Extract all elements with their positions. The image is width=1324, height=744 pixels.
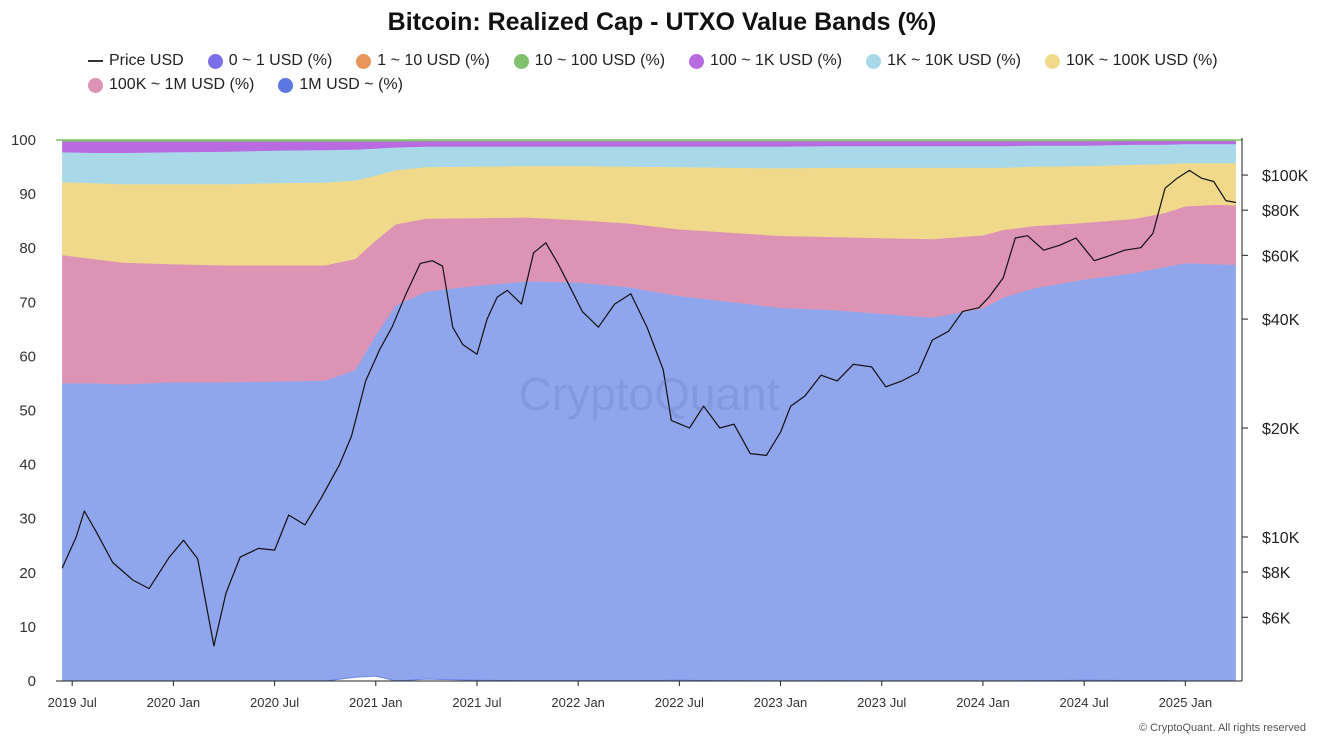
legend-item[interactable]: 100K ~ 1M USD (%) [88, 74, 254, 96]
area-band [62, 204, 1236, 385]
y-left-tick-label: 0 [28, 673, 36, 690]
x-tick-label: 2020 Jan [147, 695, 201, 710]
legend-label: 0 ~ 1 USD (%) [228, 52, 333, 69]
chart-legend: Price USD 0 ~ 1 USD (%) 1 ~ 10 USD (%) 10 ~… [88, 50, 1248, 96]
y-right-tick-label: $20K [1262, 421, 1300, 438]
y-right-tick-label: $100K [1262, 168, 1309, 185]
y-left-tick-label: 100 [11, 132, 36, 149]
legend-item[interactable]: 100 ~ 1K USD (%) [689, 50, 842, 72]
legend-swatch [88, 77, 103, 93]
legend-label: 1 ~ 10 USD (%) [377, 52, 490, 69]
y-right-tick-label: $80K [1262, 203, 1300, 220]
x-tick-label: 2024 Jul [1060, 695, 1109, 710]
legend-swatch [1044, 53, 1060, 69]
legend-item[interactable]: 0 ~ 1 USD (%) [207, 50, 333, 72]
x-tick-label: 2022 Jul [655, 695, 704, 710]
legend-item[interactable]: 10K ~ 100K USD (%) [1044, 50, 1218, 72]
legend-item[interactable]: Price USD [88, 50, 184, 72]
legend-label: 1M USD ~ (%) [299, 76, 403, 93]
legend-label: 100 ~ 1K USD (%) [710, 52, 843, 69]
legend-swatch [689, 53, 705, 69]
legend-item[interactable]: 1K ~ 10K USD (%) [866, 50, 1021, 72]
legend-item[interactable]: 1 ~ 10 USD (%) [356, 50, 490, 72]
x-tick-label: 2021 Jan [349, 695, 403, 710]
y-left-tick-label: 40 [19, 457, 36, 474]
x-tick-label: 2024 Jan [956, 695, 1010, 710]
y-right-tick-label: $10K [1262, 530, 1300, 547]
y-axis-left: 0 10 20 30 40 50 60 70 80 90 100 [11, 132, 36, 690]
x-tick-label: 2021 Jul [452, 695, 501, 710]
x-tick-label: 2023 Jul [857, 695, 906, 710]
legend-label: Price USD [109, 52, 184, 69]
y-left-tick-label: 10 [19, 619, 36, 636]
y-right-tick-label: $60K [1262, 248, 1300, 265]
chart-title: Bitcoin: Realized Cap - UTXO Value Bands… [387, 8, 937, 36]
x-tick-label: 2025 Jan [1159, 695, 1213, 710]
legend-label: 1K ~ 10K USD (%) [887, 52, 1021, 69]
x-tick-label: 2022 Jan [551, 695, 605, 710]
x-tick-label: 2020 Jul [250, 695, 299, 710]
legend-item[interactable]: 1M USD ~ (%) [278, 74, 403, 96]
y-left-tick-label: 70 [19, 294, 36, 311]
y-left-tick-label: 90 [19, 186, 36, 203]
price-line [61, 169, 1237, 647]
area-band [62, 144, 1236, 185]
legend-swatch [278, 77, 294, 93]
legend-label: 10K ~ 100K USD (%) [1065, 52, 1218, 69]
legend-label: 100K ~ 1M USD (%) [109, 76, 255, 93]
area-bands [56, 139, 1242, 682]
y-left-tick-label: 60 [19, 348, 36, 365]
x-tick-label: 2019 Jul [48, 695, 97, 710]
legend-swatch [513, 53, 529, 69]
x-axis: 2019 Jul 2020 Jan 2020 Jul 2021 Jan 2021 Jul… [48, 680, 1242, 710]
y-left-tick-label: 20 [19, 565, 36, 582]
price-line-group [61, 169, 1237, 647]
x-tick-label: 2023 Jan [754, 695, 808, 710]
y-right-tick-label: $40K [1262, 312, 1300, 329]
legend-swatch [207, 53, 223, 69]
footer-copyright: © CryptoQuant. All rights reserved [1138, 722, 1306, 734]
legend-swatch [356, 53, 372, 69]
y-right-tick-label: $8K [1262, 565, 1291, 582]
legend-item[interactable]: 10 ~ 100 USD (%) [513, 50, 666, 72]
area-band [62, 141, 1236, 153]
y-left-tick-label: 30 [19, 511, 36, 528]
area-band [62, 163, 1236, 266]
legend-label: 10 ~ 100 USD (%) [534, 52, 666, 69]
area-band [62, 263, 1236, 681]
y-left-tick-label: 80 [19, 240, 36, 257]
legend-swatch [88, 60, 103, 62]
y-axis-right: $6K $8K $10K $20K $40K $60K $80K $100K [1241, 138, 1309, 681]
y-left-tick-label: 50 [19, 403, 36, 420]
watermark: CryptoQuant [519, 368, 780, 420]
legend-swatch [866, 53, 882, 69]
y-right-tick-label: $6K [1262, 610, 1291, 627]
